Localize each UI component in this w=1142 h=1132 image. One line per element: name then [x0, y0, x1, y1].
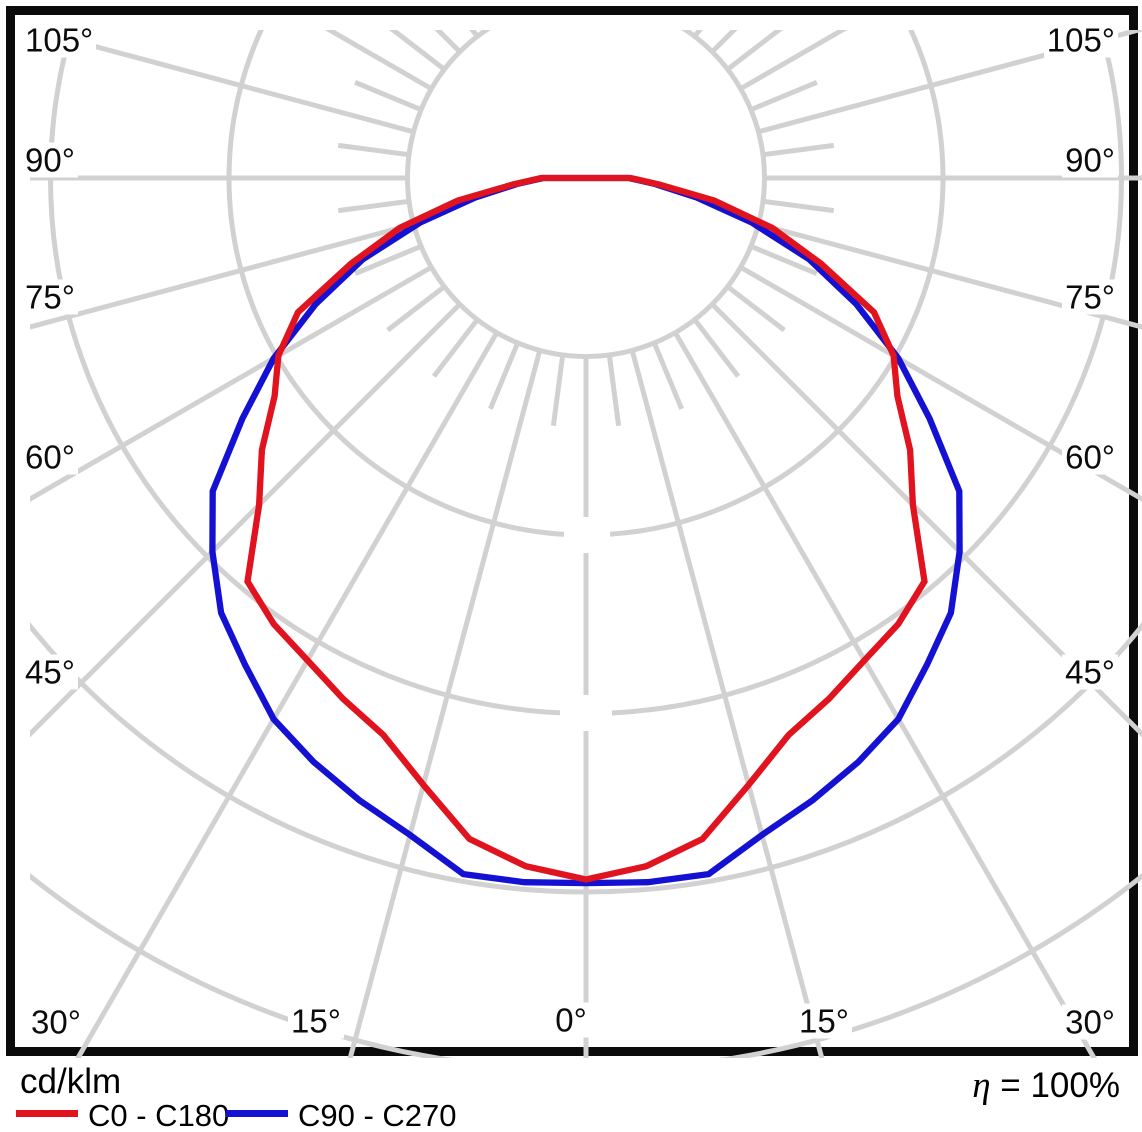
- grid-ray: [346, 349, 543, 1062]
- polar-chart-svg: [30, 30, 1142, 1062]
- curve-c0-c180: [244, 174, 928, 883]
- grid-ray: [739, 30, 848, 91]
- grid-angle-tick: [749, 243, 818, 276]
- legend-line-swatch-red: [16, 1110, 78, 1117]
- plot-frame: [6, 6, 1142, 1062]
- eta-symbol: η: [972, 1065, 991, 1106]
- grid-ray: [757, 30, 1142, 135]
- grid-angle-tick: [606, 354, 622, 427]
- grid-ray: [30, 302, 462, 738]
- grid-angle-tick: [762, 142, 835, 158]
- grid-angle-tick: [726, 284, 786, 333]
- grid-angle-tick: [692, 318, 741, 378]
- grid-ray: [30, 221, 415, 330]
- grid-angle-tick: [762, 198, 835, 214]
- grid-ray: [710, 302, 1142, 738]
- grid-ray: [757, 221, 1142, 330]
- eta-equals: =: [1000, 1066, 1021, 1105]
- curve-c90-c270: [209, 174, 963, 887]
- legend-label-c0-c180: C0 - C180: [88, 1098, 230, 1132]
- grid-angle-tick: [354, 80, 423, 113]
- grid-ray: [30, 265, 433, 502]
- grid-angle-tick: [354, 243, 423, 276]
- grid-angle-tick: [749, 80, 818, 113]
- legend-strip: cd/klm C0 - C180 C90 - C270 η = 100%: [0, 1058, 1142, 1132]
- grid-ray: [673, 331, 1100, 1062]
- grid-angle-tick: [488, 341, 521, 410]
- light-output-ratio: η = 100%: [972, 1064, 1120, 1107]
- grid-angle-tick: [337, 198, 410, 214]
- grid-angle-tick: [726, 30, 783, 72]
- grid-angle-tick: [431, 318, 480, 378]
- grid-angle-tick: [389, 30, 446, 72]
- grid-angle-tick: [651, 341, 684, 410]
- grid-angle-tick: [386, 284, 446, 333]
- grid-ray: [30, 30, 415, 135]
- grid-ring: [405, 30, 767, 359]
- ring-value-label-box: [564, 517, 610, 553]
- eta-value: 100%: [1030, 1066, 1120, 1105]
- grid-ray: [739, 265, 1142, 502]
- grid-ray: [72, 331, 499, 1062]
- grid-angle-tick: [550, 354, 566, 427]
- legend-line-swatch-blue: [226, 1110, 288, 1117]
- radial-units-label: cd/klm: [20, 1062, 122, 1101]
- legend-label-c90-c270: C90 - C270: [298, 1098, 457, 1132]
- ring-value-label-box: [560, 695, 612, 731]
- grid-ray: [324, 30, 433, 91]
- grid-angle-tick: [337, 142, 410, 158]
